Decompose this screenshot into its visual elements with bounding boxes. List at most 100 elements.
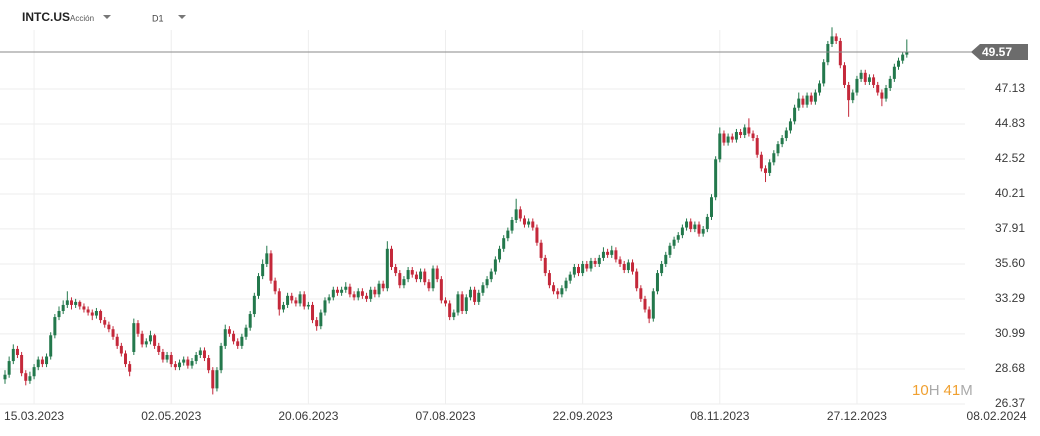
last-price-label: 49.57 <box>982 45 1012 59</box>
y-tick-label: 42.52 <box>995 151 1025 165</box>
candle-body <box>202 350 206 359</box>
candle-body <box>572 267 576 275</box>
candle-body <box>635 271 639 289</box>
candle-body <box>69 300 73 305</box>
candle-body <box>672 239 676 246</box>
y-tick-label: 26.37 <box>995 396 1025 410</box>
timeframe[interactable]: D1 <box>152 13 164 23</box>
candle-body <box>186 359 190 366</box>
candle-body <box>593 260 597 264</box>
candle-body <box>655 273 659 292</box>
candle-body <box>668 245 672 255</box>
candle-body <box>892 66 896 79</box>
candle-body <box>223 329 227 346</box>
candle-body <box>344 286 348 290</box>
candle-body <box>468 289 472 298</box>
candle-body <box>506 230 510 239</box>
candle-body <box>759 154 763 169</box>
candle-body <box>398 273 402 286</box>
candle-body <box>826 43 830 63</box>
candle-body <box>99 311 103 321</box>
plot: 26.37 28.68 30.99 33.29 35.60 37.91 40.21 42.52… <box>0 27 1028 423</box>
candle-body <box>265 253 269 264</box>
candle-body <box>323 300 327 313</box>
y-tick-label: 47.13 <box>995 81 1025 95</box>
candle-body <box>319 312 323 327</box>
candle-body <box>730 136 734 140</box>
y-tick-label: 30.99 <box>995 326 1025 340</box>
candle-body <box>82 306 86 310</box>
candle-body <box>568 274 572 281</box>
candle-body <box>547 273 551 286</box>
candle-body <box>248 314 252 328</box>
candle-body <box>427 282 431 289</box>
candle-body <box>448 303 452 318</box>
candle-body <box>157 345 161 352</box>
candle-body <box>527 221 531 225</box>
x-tick-label: 08.11.2023 <box>690 409 749 423</box>
candle-body <box>597 257 601 264</box>
candle-body <box>477 292 481 302</box>
candle-body <box>901 54 905 61</box>
candle-body <box>618 259 622 264</box>
candle-body <box>165 354 169 360</box>
candle-body <box>356 291 360 298</box>
candle-body <box>660 263 664 274</box>
countdown-unit: M <box>960 382 973 399</box>
candle-body <box>768 162 772 173</box>
candle-body <box>15 348 19 355</box>
candle-body <box>643 298 647 310</box>
candle-body <box>755 138 759 155</box>
dropdown-arrow[interactable] <box>178 15 186 19</box>
candle-body <box>286 295 290 305</box>
candle-body <box>335 289 339 293</box>
candle-body <box>381 283 385 289</box>
candle-body <box>385 248 389 289</box>
y-tick-label: 37.91 <box>995 221 1025 235</box>
x-tick-label: 22.09.2023 <box>553 409 613 423</box>
candle-body <box>680 227 684 236</box>
candle-body <box>240 336 244 346</box>
candle-body <box>144 341 148 345</box>
candle-body <box>252 295 256 315</box>
dropdown-arrow[interactable] <box>103 15 111 19</box>
candle-body <box>236 341 240 346</box>
candle-body <box>394 267 398 274</box>
x-tick-label: 15.03.2023 <box>4 409 64 423</box>
candle-body <box>905 52 909 55</box>
candle-body <box>502 238 506 249</box>
candle-body <box>24 373 28 381</box>
symbol: INTC.US <box>22 10 70 24</box>
candle-body <box>348 286 352 295</box>
candle-body <box>7 361 11 375</box>
candle-body <box>560 288 564 295</box>
candle-body <box>182 359 186 363</box>
countdown-minutes: 41 <box>944 382 961 399</box>
candle-body <box>311 304 315 321</box>
candle-body <box>464 297 468 312</box>
y-tick-label: 33.29 <box>995 291 1025 305</box>
candle-body <box>281 304 285 310</box>
candle-body <box>722 133 726 143</box>
candle-body <box>838 40 842 66</box>
candle-body <box>444 300 448 304</box>
candle-body <box>103 320 107 325</box>
x-tick-label: 27.12.2023 <box>827 409 887 423</box>
y-tick-label: 28.68 <box>995 361 1025 375</box>
candle-body <box>389 248 393 268</box>
candle-body <box>855 78 859 93</box>
candle-body <box>776 144 780 154</box>
candle-body <box>818 83 822 93</box>
candle-body <box>198 350 202 355</box>
candle-body <box>493 259 497 272</box>
candle-body <box>327 297 331 301</box>
candle-body <box>173 364 177 368</box>
candle-body <box>793 107 797 122</box>
candle-body <box>664 254 668 264</box>
candle-body <box>207 358 211 371</box>
candle-body <box>78 301 82 307</box>
candle-body <box>842 65 846 85</box>
candle-body <box>830 36 834 44</box>
